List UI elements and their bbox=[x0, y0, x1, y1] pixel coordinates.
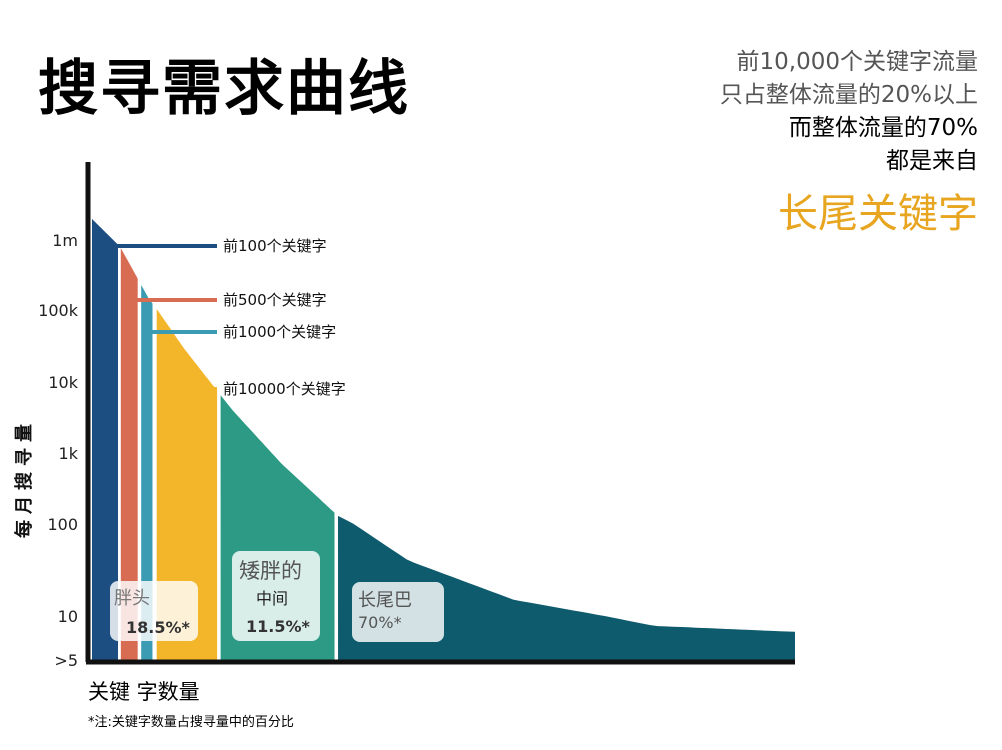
side-line-2: 只占整体流量的20%以上 bbox=[719, 82, 978, 108]
side-line-4: 都是来自 bbox=[886, 148, 978, 174]
y-axis-label: 每月搜寻量 bbox=[13, 418, 35, 538]
segment-value: 11.5%* bbox=[246, 617, 311, 636]
segment-label-box bbox=[110, 581, 198, 641]
segment-label: 矮胖的 bbox=[239, 559, 302, 583]
x-axis-label: 关键 字数量 bbox=[88, 680, 200, 704]
segment-label: 胖头 bbox=[114, 588, 150, 609]
y-tick-label: 1k bbox=[59, 444, 79, 463]
threshold-label: 前10000个关键字 bbox=[223, 380, 346, 398]
threshold-label: 前100个关键字 bbox=[223, 237, 327, 255]
y-tick-label: >5 bbox=[54, 651, 78, 670]
y-tick-label: 1m bbox=[52, 231, 78, 250]
segment-label-box bbox=[352, 582, 444, 642]
footnote: *注:关键字数量占搜寻量中的百分比 bbox=[88, 715, 294, 730]
segment-label-box bbox=[232, 551, 320, 641]
segment-value: 18.5%* bbox=[126, 618, 191, 637]
threshold-label: 前1000个关键字 bbox=[223, 323, 336, 341]
side-annotation: 前10,000个关键字流量 只占整体流量的20%以上 而整体流量的70% 都是来… bbox=[720, 46, 978, 244]
band-top-10000 bbox=[156, 309, 218, 660]
page-title: 搜寻需求曲线 bbox=[38, 54, 410, 124]
band-top-500 bbox=[120, 248, 138, 660]
y-tick-label: 100k bbox=[38, 301, 79, 320]
y-tick-label: 10k bbox=[48, 373, 78, 392]
band-top-1000 bbox=[141, 285, 153, 660]
y-tick-label: 100 bbox=[47, 515, 78, 534]
side-line-1: 前10,000个关键字流量 bbox=[736, 49, 978, 75]
side-highlight: 长尾关键字 bbox=[778, 191, 978, 237]
side-line-3: 而整体流量的70% bbox=[788, 115, 978, 141]
segment-value: 70%* bbox=[358, 613, 402, 632]
band-long-tail bbox=[338, 515, 795, 660]
threshold-label: 前500个关键字 bbox=[223, 291, 327, 309]
segment-sublabel: 中间 bbox=[256, 589, 288, 608]
band-top-100 bbox=[92, 218, 119, 660]
segment-label: 长尾巴 bbox=[358, 590, 412, 611]
y-tick-label: 10 bbox=[58, 607, 78, 626]
